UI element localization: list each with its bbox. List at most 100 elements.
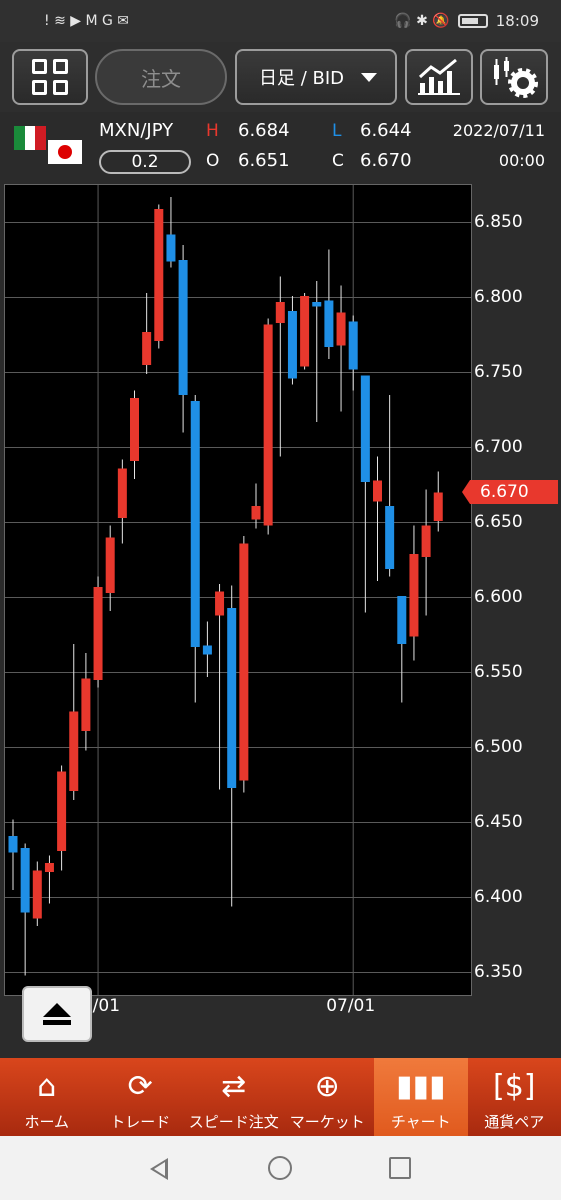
layout-grid-button[interactable] bbox=[12, 49, 88, 105]
candle-body bbox=[166, 234, 176, 262]
candle-body bbox=[32, 870, 42, 919]
candle-body bbox=[190, 401, 200, 647]
nav-speed-order[interactable]: ⇄ スピード注文 bbox=[187, 1058, 281, 1136]
notification-icons-glyphs: ! ≋ ▶ M G ✉ bbox=[44, 13, 130, 29]
candle-body bbox=[117, 468, 127, 518]
market-icon: ⊕ bbox=[314, 1069, 340, 1104]
low-value: 6.644 bbox=[360, 120, 412, 141]
nav-chart[interactable]: ▮▮▮ チャート bbox=[374, 1058, 468, 1136]
candle-body bbox=[178, 260, 188, 395]
home-icon: ⌂ bbox=[37, 1069, 57, 1104]
candle-body bbox=[397, 596, 407, 644]
chart-type-button[interactable] bbox=[405, 49, 473, 105]
candle-body bbox=[69, 711, 79, 791]
x-tick-label: 07/01 bbox=[326, 996, 376, 1016]
candle-body bbox=[227, 608, 237, 788]
y-tick-label: 6.700 bbox=[474, 436, 523, 457]
back-icon[interactable] bbox=[150, 1158, 168, 1180]
grid-icon bbox=[32, 59, 68, 95]
nav-trade[interactable]: ⟳ トレード bbox=[94, 1058, 188, 1136]
recent-apps-icon[interactable] bbox=[389, 1157, 411, 1179]
y-tick-label: 6.850 bbox=[474, 211, 523, 232]
y-tick-label: 6.450 bbox=[474, 811, 523, 832]
y-tick-label: 6.350 bbox=[474, 961, 523, 982]
y-tick-label: 6.750 bbox=[474, 361, 523, 382]
y-tick-label: 6.500 bbox=[474, 736, 523, 757]
chart-area[interactable]: 6.850 6.800 6.750 6.700 6.650 6.600 6.550 6.500… bbox=[0, 184, 561, 1058]
candle-body bbox=[385, 506, 395, 569]
candle-body bbox=[373, 480, 382, 502]
quote-date: 2022/07/11 bbox=[452, 121, 545, 140]
nav-label: 通貨ペア bbox=[484, 1113, 545, 1131]
current-price-tag: 6.670 bbox=[462, 479, 558, 504]
candle-body bbox=[215, 591, 225, 616]
candlestick-plot[interactable] bbox=[4, 184, 472, 996]
bottom-nav: ⌂ ホーム ⟳ トレード ⇄ スピード注文 ⊕ マーケット ▮▮▮ チャート [$] 通貨ペア bbox=[0, 1058, 561, 1136]
nav-label: チャート bbox=[390, 1113, 451, 1131]
mexico-flag-icon bbox=[14, 126, 47, 150]
close-label: C bbox=[332, 151, 344, 171]
notification-icons: ! ≋ ▶ M G ✉ bbox=[44, 13, 129, 29]
candle-body bbox=[105, 537, 115, 593]
y-tick-label: 6.600 bbox=[474, 586, 523, 607]
candle-body bbox=[239, 543, 249, 781]
trade-icon: ⟳ bbox=[127, 1069, 153, 1104]
system-icons: 🎧 ✱ 🔕 18:09 bbox=[394, 12, 539, 30]
japan-flag-icon bbox=[48, 140, 82, 164]
candle-body bbox=[348, 321, 358, 370]
nav-currency-pair[interactable]: [$] 通貨ペア bbox=[468, 1058, 561, 1136]
collapse-panel-button[interactable] bbox=[22, 986, 92, 1042]
gear-candles-icon bbox=[494, 57, 538, 98]
close-value: 6.670 bbox=[360, 150, 412, 171]
candle-body bbox=[251, 506, 261, 520]
speed-order-icon: ⇄ bbox=[221, 1069, 247, 1104]
candle-body bbox=[93, 587, 103, 680]
interval-select[interactable]: 日足 / BID bbox=[235, 49, 397, 105]
candle-body bbox=[275, 302, 285, 323]
open-value: 6.651 bbox=[238, 150, 290, 171]
status-time: 18:09 bbox=[495, 12, 539, 30]
candle-body bbox=[287, 311, 297, 379]
nav-home[interactable]: ⌂ ホーム bbox=[0, 1058, 94, 1136]
candle-body bbox=[44, 863, 54, 872]
candle-body bbox=[57, 771, 67, 851]
currency-pair[interactable]: MXN/JPY bbox=[99, 120, 174, 141]
nav-label: ホーム bbox=[24, 1113, 70, 1131]
chart-toolbar: 注文 日足 / BID bbox=[0, 42, 561, 112]
candle-body bbox=[360, 375, 370, 482]
candle-body bbox=[154, 209, 164, 341]
open-label: O bbox=[206, 151, 220, 171]
nav-label: スピード注文 bbox=[188, 1113, 279, 1131]
candle-body bbox=[8, 836, 18, 853]
candle-body bbox=[336, 312, 346, 346]
battery-icon bbox=[457, 14, 488, 28]
order-button[interactable]: 注文 bbox=[95, 49, 227, 105]
candle-body bbox=[142, 332, 152, 365]
y-tick-label: 6.800 bbox=[474, 286, 523, 307]
quote-time: 00:00 bbox=[498, 151, 545, 170]
nav-market[interactable]: ⊕ マーケット bbox=[281, 1058, 375, 1136]
candle-body bbox=[81, 678, 91, 731]
home-circle-icon[interactable] bbox=[268, 1156, 292, 1180]
system-icons-glyphs: 🎧 ✱ 🔕 bbox=[394, 13, 450, 29]
nav-label: マーケット bbox=[289, 1113, 365, 1131]
y-tick-label: 6.650 bbox=[474, 511, 523, 532]
candle-body bbox=[421, 525, 431, 557]
high-value: 6.684 bbox=[238, 120, 290, 141]
line-chart-icon bbox=[418, 58, 460, 95]
candle-body bbox=[202, 645, 212, 655]
candle-body bbox=[300, 296, 310, 367]
low-label: L bbox=[332, 121, 342, 141]
candle-body bbox=[130, 398, 139, 461]
system-nav-bar bbox=[0, 1136, 561, 1200]
quote-info: MXN/JPY 0.2 H 6.684 L 6.644 O 6.651 C 6.… bbox=[0, 112, 561, 184]
candle-body bbox=[324, 300, 334, 347]
quantity-field[interactable]: 0.2 bbox=[99, 150, 191, 174]
candlestick-svg bbox=[5, 185, 471, 995]
chart-settings-button[interactable] bbox=[480, 49, 548, 105]
candle-body bbox=[409, 554, 419, 637]
y-tick-label: 6.550 bbox=[474, 661, 523, 682]
dropdown-caret-icon bbox=[361, 72, 377, 82]
nav-label: トレード bbox=[110, 1113, 171, 1131]
eject-icon bbox=[43, 1003, 71, 1017]
